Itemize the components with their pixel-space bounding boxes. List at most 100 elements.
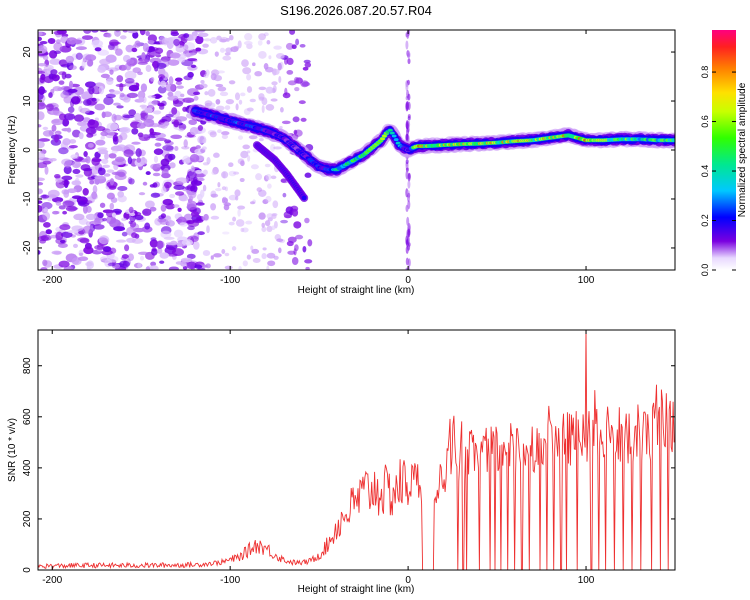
spectrogram-cell xyxy=(190,165,195,173)
spectrogram-cell xyxy=(167,153,176,161)
spectrogram-cell xyxy=(137,132,144,138)
spectrogram-cell xyxy=(106,169,115,173)
spectrogram-cell xyxy=(180,261,187,267)
spectrogram-cell xyxy=(142,181,148,186)
spectrogram-cell xyxy=(199,83,208,89)
spectrogram-cell xyxy=(67,106,75,113)
figure-title: S196.2026.087.20.57.R04 xyxy=(280,3,432,18)
spectrogram-cell xyxy=(150,261,157,267)
spectrogram-cell xyxy=(250,164,259,170)
spectrogram-cell xyxy=(175,191,185,196)
spectrogram-cell xyxy=(52,86,62,92)
spectrogram-cell xyxy=(149,132,161,136)
spectrogram-cell xyxy=(224,252,230,257)
spectrogram-cell xyxy=(87,119,99,129)
spectrogram-cell xyxy=(128,178,135,185)
spectrogram-cell xyxy=(216,70,226,74)
spectrogram-cell xyxy=(228,34,234,41)
spectrogram-cell xyxy=(45,103,54,112)
spectrogram-cell xyxy=(71,195,82,199)
spectrogram-cell xyxy=(113,114,123,121)
spectrogram-cell xyxy=(85,205,92,213)
spectrogram-cell xyxy=(407,180,411,189)
spectrogram-cell xyxy=(233,45,240,51)
spectrogram-cell xyxy=(294,244,299,252)
spectrogram-cell xyxy=(147,95,156,99)
spectrogram-cell xyxy=(389,131,395,135)
spectrogram-cell xyxy=(262,247,267,251)
spectrogram-cell xyxy=(228,162,234,168)
spectrogram-cell xyxy=(52,210,59,215)
spectrogram-cell xyxy=(407,114,411,119)
spectrogram-cell xyxy=(210,73,217,81)
spectrogram-cell xyxy=(47,37,56,45)
spectrogram-cell xyxy=(62,200,75,208)
spectrogram-cell xyxy=(240,150,249,159)
spectrogram-cell xyxy=(195,202,205,206)
spectrogram-cell xyxy=(106,192,115,200)
spectrogram-cell xyxy=(144,222,151,230)
spectrogram-cell xyxy=(78,252,84,257)
spectrogram-cell xyxy=(293,221,302,229)
spectrogram-cell xyxy=(382,134,387,138)
spectrogram-cell xyxy=(158,74,165,80)
spectrogram-cell xyxy=(109,247,117,254)
spectrogram-cell xyxy=(128,84,140,92)
spectrogram-cell xyxy=(193,95,199,101)
spectrogram-cell xyxy=(80,164,91,172)
spectrogram-cell xyxy=(195,35,204,45)
spectrogram-cell xyxy=(405,204,409,213)
spectrogram-cell xyxy=(174,145,179,152)
spectrogram-cell xyxy=(97,167,106,176)
spectrogram-cell xyxy=(38,235,49,242)
spectrogram-cell xyxy=(173,204,180,208)
spectrogram-cell xyxy=(205,263,211,269)
spectrogram-cell xyxy=(186,184,196,191)
spectrogram-cell xyxy=(51,74,60,82)
spectrogram-cell xyxy=(174,77,183,82)
spectrogram-cell xyxy=(58,260,70,268)
spectrogram-cell xyxy=(228,194,238,201)
spectrogram-cell xyxy=(257,40,263,46)
spectrogram-cell xyxy=(58,71,67,76)
snr-plot-area xyxy=(38,330,675,570)
spectrogram-cell xyxy=(202,139,207,144)
spectrogram-cell xyxy=(159,122,168,129)
spectrogram-cell xyxy=(405,121,409,130)
spectrogram-cell xyxy=(241,59,249,67)
spectrogram-cell xyxy=(202,43,209,48)
spectrogram-cell xyxy=(152,172,161,177)
spectrogram-cell xyxy=(219,91,229,97)
spectrogram-cell xyxy=(259,137,264,142)
spectrogram-cell xyxy=(193,91,201,96)
spectrogram-cell xyxy=(47,189,60,198)
spectrogram-cell xyxy=(178,195,189,202)
spectrogram-cell xyxy=(38,140,45,149)
spectrogram-cell xyxy=(190,64,197,68)
spectrogram-cell xyxy=(68,80,74,89)
spectrogram-cell xyxy=(240,92,246,97)
spectrogram-cell xyxy=(38,138,51,142)
spectrogram-cell xyxy=(98,85,105,95)
spectrogram-cell xyxy=(219,47,226,53)
spectrogram-cell xyxy=(107,262,116,267)
spectrogram-cell xyxy=(268,55,272,60)
spectrogram-cell xyxy=(137,251,150,255)
spectrogram-cell xyxy=(150,77,155,82)
spectrogram-cell xyxy=(99,256,109,262)
spectrogram-cell xyxy=(94,103,106,111)
spectrogram-cell xyxy=(228,221,235,226)
spectrogram-cell xyxy=(119,35,127,40)
spectrogram-cell xyxy=(258,86,267,91)
spectrogram-cell xyxy=(285,206,294,214)
colorbar-tick-label: 0.6 xyxy=(700,115,710,128)
spectrogram-cell xyxy=(276,238,284,242)
spectrogram-cell xyxy=(59,224,71,231)
spectrogram-cell xyxy=(116,75,124,83)
spectrogram-cell xyxy=(101,158,109,164)
spectrogram-cell xyxy=(155,62,167,69)
spectrogram-cell xyxy=(187,225,195,231)
spectrogram-cell xyxy=(170,134,183,139)
spectrogram-cell xyxy=(235,195,239,201)
y-tick-label: -20 xyxy=(22,240,33,255)
